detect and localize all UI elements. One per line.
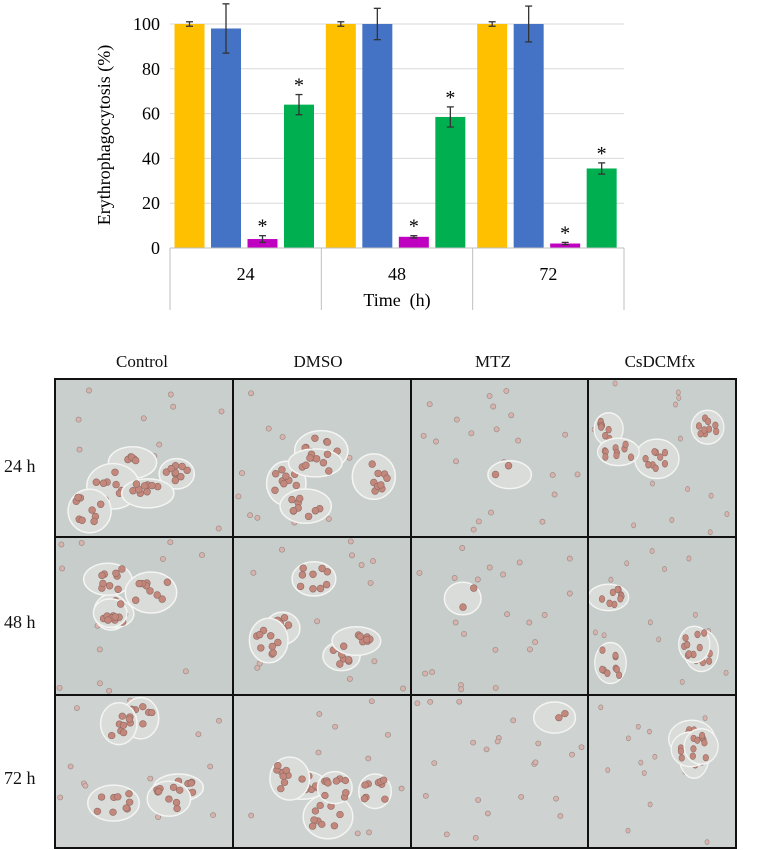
significance-star: * bbox=[597, 143, 607, 165]
column-label-csdcmfx: CsDCMfx bbox=[624, 352, 696, 371]
bar bbox=[550, 243, 581, 248]
micrograph-grid bbox=[54, 378, 737, 849]
micrograph-image bbox=[598, 704, 719, 846]
micrograph-image bbox=[589, 548, 729, 685]
x-axis-box bbox=[169, 247, 625, 310]
x-axis-label: Time (h) bbox=[363, 290, 430, 311]
column-label-control: Control bbox=[116, 352, 168, 371]
y-tick-labels: 0 20 40 60 80 100 bbox=[133, 14, 160, 258]
micrograph-image bbox=[57, 696, 222, 822]
y-tick-label: 0 bbox=[151, 238, 160, 258]
gridlines bbox=[170, 23, 624, 204]
micrograph-image bbox=[67, 387, 225, 534]
significance-markers: * * * * * * bbox=[258, 75, 607, 245]
micrograph-image bbox=[56, 539, 205, 694]
micrograph-image bbox=[248, 698, 405, 840]
significance-star: * bbox=[409, 216, 419, 238]
bar bbox=[513, 24, 544, 248]
bar bbox=[211, 28, 241, 249]
bar bbox=[284, 104, 314, 248]
micrograph-image bbox=[416, 545, 573, 693]
significance-star: * bbox=[560, 222, 570, 244]
y-tick-label: 20 bbox=[142, 193, 160, 213]
y-tick-label: 100 bbox=[133, 14, 160, 34]
micrograph-csdcmfx-3 bbox=[589, 696, 735, 847]
micrograph-control-1 bbox=[56, 380, 232, 536]
micrograph-image bbox=[414, 698, 585, 841]
row-label-72h: 72 h bbox=[4, 768, 36, 788]
bar-chart: * * * * * * 0 20 40 60 80 100 24 48 72 Erythrophagoc… bbox=[94, 3, 625, 311]
micrograph-csdcmfx-2 bbox=[589, 538, 735, 694]
bar bbox=[247, 239, 278, 248]
micrograph-image bbox=[420, 387, 581, 533]
column-label-mtz: MTZ bbox=[475, 352, 511, 371]
micrograph-image bbox=[248, 538, 407, 692]
micrograph-image bbox=[591, 380, 730, 536]
bar bbox=[586, 168, 617, 248]
row-label-24h: 24 h bbox=[4, 456, 36, 476]
y-tick-label: 40 bbox=[142, 148, 160, 168]
column-label-dmso: DMSO bbox=[293, 352, 343, 371]
y-tick-label: 60 bbox=[142, 104, 160, 124]
micrograph-dmso-3 bbox=[234, 696, 410, 847]
micrograph-mtz-2 bbox=[412, 538, 587, 694]
bar bbox=[325, 24, 356, 248]
micrograph-image bbox=[235, 390, 397, 526]
micrograph-control-2 bbox=[56, 538, 232, 694]
x-category-label: 48 bbox=[388, 264, 406, 284]
x-category-labels: 24 48 72 bbox=[237, 264, 558, 284]
x-category-label: 72 bbox=[539, 264, 557, 284]
bar bbox=[477, 24, 508, 248]
error-bars bbox=[186, 3, 606, 246]
significance-star: * bbox=[445, 87, 455, 109]
y-tick-label: 80 bbox=[142, 59, 160, 79]
micrograph-dmso-2 bbox=[234, 538, 410, 694]
micrograph-mtz-1 bbox=[412, 380, 587, 536]
bar bbox=[174, 24, 205, 248]
row-label-48h: 48 h bbox=[4, 612, 36, 632]
bars bbox=[174, 24, 617, 249]
micrograph-control-3 bbox=[56, 696, 232, 847]
significance-star: * bbox=[294, 75, 304, 97]
micrograph-mtz-3 bbox=[412, 696, 587, 847]
micrograph-csdcmfx-1 bbox=[589, 380, 735, 536]
micrograph-dmso-1 bbox=[234, 380, 410, 536]
y-axis-label: Erythrophagocytosis (%) bbox=[94, 45, 115, 225]
bar bbox=[435, 116, 466, 249]
bar bbox=[398, 236, 429, 248]
significance-star: * bbox=[258, 216, 268, 238]
x-category-label: 24 bbox=[237, 264, 255, 284]
bar bbox=[362, 24, 393, 248]
